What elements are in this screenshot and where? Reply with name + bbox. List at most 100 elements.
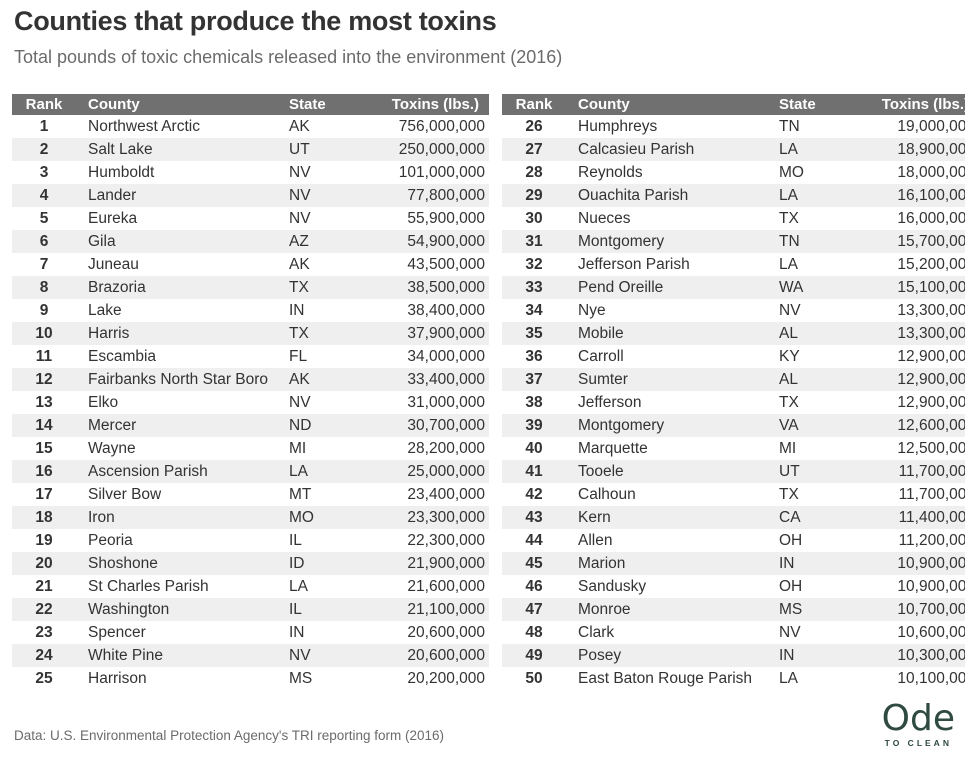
cell-toxins: 10,600,000: [897, 623, 965, 641]
cell-state: MI: [779, 439, 797, 457]
cell-toxins: 21,600,000: [407, 577, 485, 595]
cell-county: Humboldt: [88, 163, 155, 181]
cell-state: NV: [289, 209, 311, 227]
cell-state: MS: [779, 598, 851, 621]
table-row: 19 Peoria IL 22,300,000: [12, 529, 489, 552]
cell-state: NV: [289, 184, 361, 207]
table-row: 46 Sandusky OH 10,900,000: [502, 575, 965, 598]
cell-toxins: 18,900,000: [851, 138, 965, 161]
cell-rank: 39: [502, 414, 566, 437]
cell-rank: 22: [12, 598, 76, 621]
cell-county: Sumter: [566, 368, 779, 391]
table-row: 11 Escambia FL 34,000,000: [12, 345, 489, 368]
cell-state: ID: [289, 552, 361, 575]
cell-state: FL: [289, 347, 308, 365]
cell-rank: 34: [525, 301, 543, 319]
cell-state: NV: [289, 644, 361, 667]
cell-toxins: 13,300,000: [897, 301, 965, 319]
table-row: 14 Mercer ND 30,700,000: [12, 414, 489, 437]
logo-tagline: TO CLEAN: [884, 738, 952, 748]
cell-county: Juneau: [88, 255, 139, 273]
table-row: 22 Washington IL 21,100,000: [12, 598, 489, 621]
cell-state: CA: [779, 506, 851, 529]
logo-wordmark: Ode: [881, 698, 955, 739]
source-note: Data: U.S. Environmental Protection Agen…: [14, 728, 445, 743]
cell-state: TN: [779, 230, 851, 253]
table-row: 20 Shoshone ID 21,900,000: [12, 552, 489, 575]
cell-rank: 30: [525, 209, 543, 227]
cell-toxins: 101,000,000: [398, 163, 485, 181]
cell-rank: 26: [525, 117, 543, 135]
cell-toxins: 22,300,000: [407, 531, 485, 549]
table-row: 28 Reynolds MO 18,000,000: [502, 161, 965, 184]
cell-rank: 5: [39, 209, 49, 227]
table-row: 30 Nueces TX 16,000,000: [502, 207, 965, 230]
cell-county: Brazoria: [76, 276, 289, 299]
cell-rank: 20: [12, 552, 76, 575]
cell-county: Reynolds: [578, 163, 643, 181]
cell-toxins: 18,000,000: [897, 163, 965, 181]
table-row: 50 East Baton Rouge Parish LA 10,100,000: [502, 667, 965, 690]
cell-county: Allen: [578, 531, 613, 549]
table-row: 15 Wayne MI 28,200,000: [12, 437, 489, 460]
cell-state: AK: [289, 368, 361, 391]
cell-county: Carroll: [578, 347, 624, 365]
cell-toxins: 11,400,000: [851, 506, 965, 529]
cell-toxins: 11,700,000: [898, 485, 965, 503]
table-row: 36 Carroll KY 12,900,000: [502, 345, 965, 368]
cell-state: TX: [779, 393, 799, 411]
cell-state: TX: [779, 485, 799, 503]
cell-rank: 17: [35, 485, 53, 503]
cell-rank: 19: [35, 531, 53, 549]
cell-rank: 9: [39, 301, 49, 319]
cell-county: Marquette: [578, 439, 648, 457]
cell-county: Marion: [566, 552, 779, 575]
cell-state: IL: [289, 531, 302, 549]
cell-state: IN: [289, 301, 305, 319]
table-row: 38 Jefferson TX 12,900,000: [502, 391, 965, 414]
cell-toxins: 20,600,000: [407, 623, 485, 641]
cell-county: Kern: [566, 506, 779, 529]
cell-toxins: 16,100,000: [851, 184, 965, 207]
cell-toxins: 11,200,000: [898, 531, 965, 549]
cell-rank: 6: [12, 230, 76, 253]
cell-toxins: 10,300,000: [851, 644, 965, 667]
cell-county: Washington: [76, 598, 289, 621]
table-row: 8 Brazoria TX 38,500,000: [12, 276, 489, 299]
cell-county: Humphreys: [578, 117, 658, 135]
cell-state: TX: [289, 322, 361, 345]
cell-rank: 50: [525, 669, 543, 687]
cell-rank: 44: [525, 531, 543, 549]
cell-rank: 45: [502, 552, 566, 575]
cell-county: Silver Bow: [88, 485, 162, 503]
cell-county: Ascension Parish: [76, 460, 289, 483]
cell-state: TX: [289, 276, 361, 299]
cell-rank: 37: [502, 368, 566, 391]
cell-state: LA: [779, 184, 851, 207]
header-county: County: [76, 94, 289, 115]
cell-county: Ouachita Parish: [566, 184, 779, 207]
cell-state: AL: [779, 322, 851, 345]
cell-toxins: 12,500,000: [897, 439, 965, 457]
cell-county: Salt Lake: [76, 138, 289, 161]
page-subtitle: Total pounds of toxic chemicals released…: [14, 47, 563, 67]
cell-county: White Pine: [76, 644, 289, 667]
cell-county: Sandusky: [578, 577, 647, 595]
cell-state: UT: [779, 460, 851, 483]
cell-rank: 36: [525, 347, 543, 365]
cell-state: LA: [779, 255, 798, 273]
cell-state: NV: [289, 393, 311, 411]
cell-toxins: 30,700,000: [361, 414, 489, 437]
page-title: Counties that produce the most toxins: [14, 6, 497, 36]
cell-state: OH: [779, 531, 803, 549]
cell-rank: 24: [12, 644, 76, 667]
cell-state: VA: [779, 414, 851, 437]
cell-toxins: 12,900,000: [897, 347, 965, 365]
cell-county: Clark: [578, 623, 615, 641]
cell-state: AZ: [289, 230, 361, 253]
cell-state: NV: [779, 623, 801, 641]
cell-state: TX: [779, 209, 799, 227]
cell-toxins: 37,900,000: [361, 322, 489, 345]
